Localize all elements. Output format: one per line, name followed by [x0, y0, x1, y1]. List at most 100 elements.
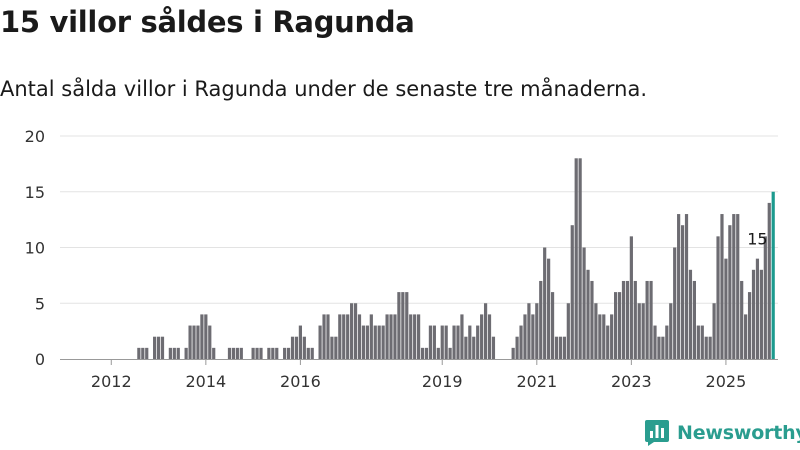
bar — [409, 314, 413, 359]
bar — [322, 314, 326, 359]
bar — [393, 314, 397, 359]
bar — [550, 292, 555, 359]
bar — [239, 347, 243, 359]
bar — [480, 314, 484, 359]
y-tick-label: 15 — [25, 183, 45, 202]
bar — [539, 280, 543, 359]
bar — [456, 325, 460, 359]
bar — [353, 303, 358, 359]
bar — [755, 258, 760, 359]
bar — [294, 336, 299, 359]
bar — [543, 247, 547, 359]
bar — [665, 325, 669, 359]
bar — [669, 303, 673, 359]
data-label-latest: 15 — [747, 230, 767, 249]
bar — [192, 325, 196, 359]
bar — [267, 347, 271, 359]
bar — [700, 325, 704, 359]
bar — [153, 336, 157, 359]
bar — [389, 314, 393, 359]
bar — [744, 314, 748, 359]
bar — [740, 280, 744, 359]
bar — [629, 236, 633, 359]
annotations: 15 — [747, 230, 767, 249]
bar — [677, 214, 681, 359]
bar — [637, 303, 641, 359]
bar — [704, 336, 708, 359]
bar — [578, 158, 582, 359]
bar — [598, 314, 602, 359]
bar — [519, 325, 523, 359]
bar — [357, 314, 362, 359]
bar — [231, 347, 236, 359]
bar — [397, 292, 401, 359]
bar — [188, 325, 192, 359]
bar — [586, 269, 590, 359]
bar — [554, 336, 559, 359]
bar — [712, 303, 716, 359]
bar — [373, 325, 377, 359]
bar — [176, 347, 180, 359]
bar — [350, 303, 354, 359]
bar — [235, 347, 239, 359]
bar — [680, 225, 685, 359]
bar — [657, 336, 661, 359]
bar — [306, 347, 310, 359]
bar — [424, 347, 429, 359]
bar — [255, 347, 259, 359]
bar — [259, 347, 263, 359]
bar — [728, 225, 732, 359]
bar — [298, 325, 302, 359]
bar — [326, 314, 330, 359]
bar — [625, 280, 630, 359]
bar — [452, 325, 456, 359]
bar — [696, 325, 700, 359]
bar — [590, 280, 594, 359]
bar — [444, 325, 448, 359]
bar — [310, 347, 314, 359]
bar — [602, 314, 606, 359]
bar — [227, 347, 232, 359]
bar — [692, 280, 696, 359]
bar — [168, 347, 172, 359]
bar — [302, 336, 306, 359]
bar — [334, 336, 338, 359]
bar — [196, 325, 200, 359]
bar — [751, 269, 756, 359]
bar — [212, 347, 216, 359]
gridlines — [60, 135, 778, 304]
bar — [606, 325, 610, 359]
bar — [156, 336, 161, 359]
bar — [318, 325, 322, 359]
bar — [633, 280, 637, 359]
bar — [141, 347, 145, 359]
chart-title: 15 villor såldes i Ragunda — [0, 5, 415, 39]
bar — [405, 292, 409, 359]
x-tick-label: 2016 — [280, 372, 321, 391]
bar — [732, 214, 736, 359]
bar — [369, 314, 373, 359]
bar — [381, 325, 385, 359]
chart-subtitle: Antal sålda villor i Ragunda under de se… — [0, 77, 648, 101]
bar — [460, 314, 464, 359]
bar — [566, 303, 570, 359]
x-tick-label: 2014 — [185, 372, 226, 391]
bar — [617, 292, 622, 359]
bar — [464, 336, 468, 359]
bar — [594, 303, 598, 359]
x-tick-label: 2021 — [516, 372, 557, 391]
bar — [208, 325, 212, 359]
x-tick-label: 2023 — [611, 372, 652, 391]
brand-name: Newsworthy — [677, 422, 800, 444]
bar — [767, 202, 771, 359]
bar — [763, 236, 767, 359]
bar — [515, 336, 519, 359]
bar — [558, 336, 563, 359]
bar — [417, 314, 421, 359]
bar — [614, 292, 618, 359]
y-tick-label: 5 — [35, 294, 45, 313]
bar — [645, 280, 649, 359]
bar — [476, 325, 480, 359]
bar — [708, 336, 712, 359]
